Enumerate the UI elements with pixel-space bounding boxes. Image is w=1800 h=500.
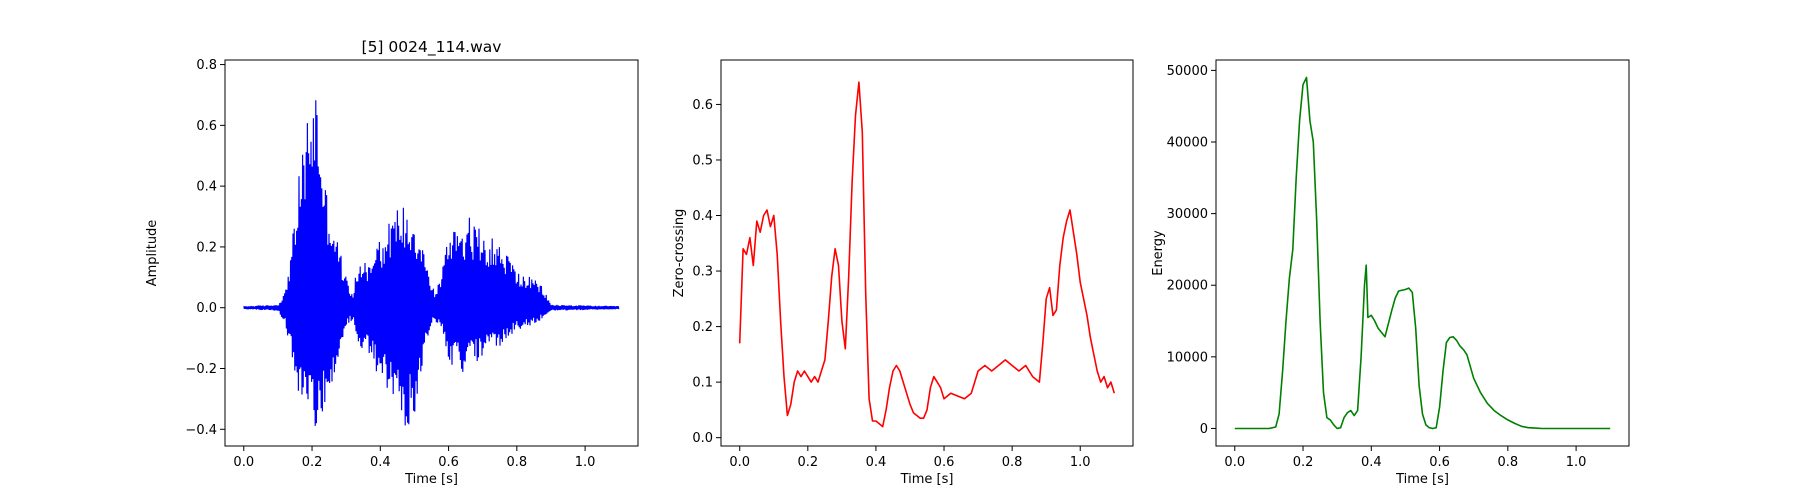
zero-crossing-plot-area xyxy=(738,81,1116,428)
zero-crossing-y-tick-label: 0.4 xyxy=(692,209,713,224)
energy-x-tick-label: 0.4 xyxy=(1361,455,1382,470)
zero-crossing-y-tick-label: 0.2 xyxy=(692,320,713,335)
energy-x-tick-label: 1.0 xyxy=(1566,455,1587,470)
amplitude-y-tick-label: 0.8 xyxy=(196,58,217,73)
energy-y-tick-label: 50000 xyxy=(1167,64,1208,79)
amplitude-plot-area xyxy=(243,100,620,426)
zero-crossing-series-line xyxy=(738,81,1116,428)
energy-y-tick-label: 20000 xyxy=(1167,279,1208,294)
energy-x-tick-label: 0.8 xyxy=(1497,455,1518,470)
energy-y-tick-label: 0 xyxy=(1200,422,1208,437)
zero-crossing-x-tick-label: 0.4 xyxy=(866,455,887,470)
zero-crossing-ticks: 0.0 0.2 0.4 0.6 0.8 1.0 0.0 0.1 0.2 0.3 0.4 0.5 0.6 xyxy=(692,98,1090,470)
chart-title: [5] 0024_114.wav xyxy=(362,38,502,57)
amplitude-x-tick-label: 0.4 xyxy=(370,455,391,470)
energy-y-axis-label: Energy xyxy=(1151,230,1166,276)
amplitude-ticks: 0.0 0.2 0.4 0.6 0.8 1.0 −0.4 −0.2 0.0 0.2 0.4 0.6 0.… xyxy=(185,58,595,470)
zero-crossing-y-tick-label: 0.3 xyxy=(692,265,713,280)
amplitude-y-tick-label: 0.2 xyxy=(196,240,217,255)
energy-y-tick-label: 10000 xyxy=(1167,350,1208,365)
amplitude-y-tick-label: −0.4 xyxy=(185,423,217,438)
energy-x-tick-label: 0.0 xyxy=(1224,455,1245,470)
amplitude-x-tick-label: 0.2 xyxy=(302,455,323,470)
amplitude-chart: 0.0 0.2 0.4 0.6 0.8 1.0 −0.4 −0.2 0.0 0.2 0.4 0.6 0.… xyxy=(145,38,639,487)
amplitude-x-tick-label: 0.6 xyxy=(438,455,459,470)
amplitude-axes-frame xyxy=(224,59,639,447)
zero-crossing-x-tick-label: 0.6 xyxy=(934,455,955,470)
energy-y-tick-label: 30000 xyxy=(1167,207,1208,222)
amplitude-y-axis-label: Amplitude xyxy=(145,220,160,287)
amplitude-x-tick-label: 0.0 xyxy=(233,455,254,470)
energy-axes-frame xyxy=(1215,59,1630,447)
zero-crossing-y-tick-label: 0.0 xyxy=(692,431,713,446)
amplitude-y-tick-label: −0.2 xyxy=(185,362,217,377)
energy-y-tick-label: 40000 xyxy=(1167,135,1208,150)
energy-x-tick-label: 0.6 xyxy=(1429,455,1450,470)
zero-crossing-y-tick-label: 0.5 xyxy=(692,153,713,168)
amplitude-series-line xyxy=(243,100,620,426)
zero-crossing-x-tick-label: 1.0 xyxy=(1070,455,1091,470)
amplitude-x-tick-label: 1.0 xyxy=(575,455,596,470)
energy-ticks: 0.0 0.2 0.4 0.6 0.8 1.0 0 10000 20000 30000 40000 5… xyxy=(1167,64,1587,470)
amplitude-x-tick-label: 0.8 xyxy=(506,455,527,470)
zero-crossing-x-axis-label: Time [s] xyxy=(900,472,954,487)
amplitude-y-tick-label: 0.6 xyxy=(196,119,217,134)
zero-crossing-y-tick-label: 0.6 xyxy=(692,98,713,113)
zero-crossing-axes-frame xyxy=(720,59,1134,447)
zero-crossing-y-axis-label: Zero-crossing xyxy=(672,209,687,298)
amplitude-x-axis-label: Time [s] xyxy=(404,472,458,487)
zero-crossing-y-tick-label: 0.1 xyxy=(692,376,713,391)
zero-crossing-x-tick-label: 0.2 xyxy=(797,455,818,470)
energy-chart: 0.0 0.2 0.4 0.6 0.8 1.0 0 10000 20000 30000 40000 5… xyxy=(1151,59,1630,487)
amplitude-y-tick-label: 0.0 xyxy=(196,301,217,316)
energy-series-line xyxy=(1234,76,1611,430)
energy-x-tick-label: 0.2 xyxy=(1293,455,1314,470)
zero-crossing-x-tick-label: 0.0 xyxy=(729,455,750,470)
zero-crossing-x-tick-label: 0.8 xyxy=(1002,455,1023,470)
amplitude-y-tick-label: 0.4 xyxy=(196,180,217,195)
zero-crossing-chart: 0.0 0.2 0.4 0.6 0.8 1.00.00.10.20.30.40.50.6 … xyxy=(672,59,1134,487)
energy-x-axis-label: Time [s] xyxy=(1395,472,1449,487)
energy-plot-area xyxy=(1234,76,1611,430)
